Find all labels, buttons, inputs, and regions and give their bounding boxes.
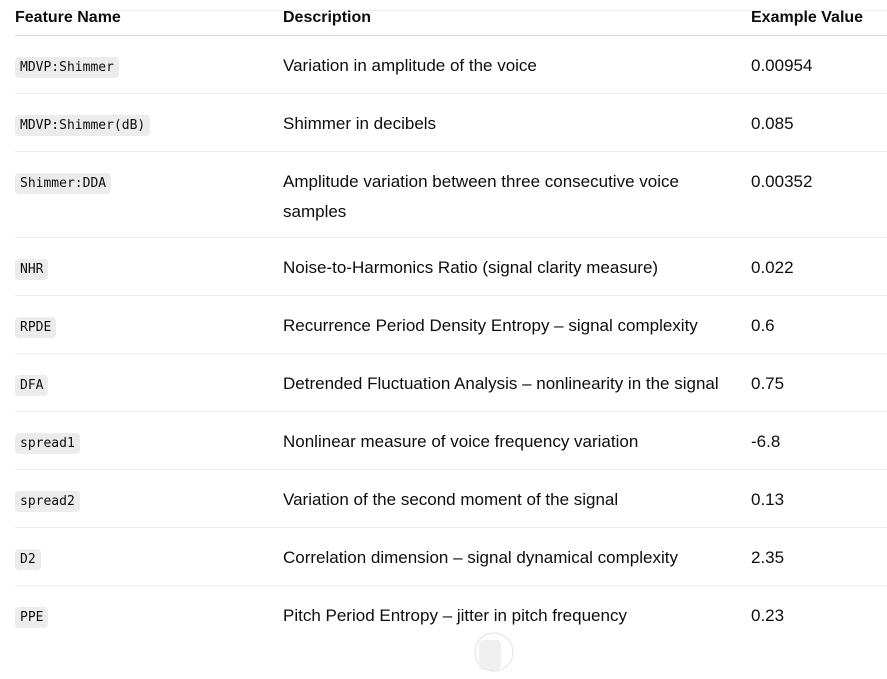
table-row: NHR Noise-to-Harmonics Ratio (signal cla… xyxy=(15,237,887,296)
description-cell: Nonlinear measure of voice frequency var… xyxy=(275,411,743,470)
feature-cell: NHR xyxy=(15,237,275,296)
feature-cell: Shimmer:DDA xyxy=(15,151,275,238)
table-row: D2 Correlation dimension – signal dynami… xyxy=(15,527,887,586)
table-row: spread2 Variation of the second moment o… xyxy=(15,469,887,528)
feature-cell: PPE xyxy=(15,586,275,644)
feature-code: RPDE xyxy=(15,317,57,338)
table-row: RPDE Recurrence Period Density Entropy –… xyxy=(15,295,887,354)
table-row: Shimmer:DDA Amplitude variation between … xyxy=(15,151,887,238)
feature-cell: spread1 xyxy=(15,411,275,470)
feature-code: spread1 xyxy=(15,433,80,454)
value-cell: -6.8 xyxy=(743,411,887,470)
feature-code: MDVP:Shimmer(dB) xyxy=(15,115,151,136)
scroll-down-icon[interactable] xyxy=(472,630,516,674)
feature-cell: D2 xyxy=(15,527,275,586)
feature-code: spread2 xyxy=(15,491,80,512)
value-cell: 0.00352 xyxy=(743,151,887,238)
feature-cell: spread2 xyxy=(15,469,275,528)
description-cell: Variation of the second moment of the si… xyxy=(275,469,743,528)
description-cell: Recurrence Period Density Entropy – sign… xyxy=(275,295,743,354)
value-cell: 0.23 xyxy=(751,606,785,625)
value-cell: 2.35 xyxy=(743,527,887,586)
feature-code: MDVP:Shimmer xyxy=(15,57,119,78)
description-cell: Pitch Period Entropy – jitter in pitch f… xyxy=(283,606,627,625)
header-description: Description xyxy=(275,0,743,36)
features-table: Feature Name Description Example Value M… xyxy=(15,0,887,643)
description-cell: Shimmer in decibels xyxy=(275,93,743,152)
description-cell: Amplitude variation between three consec… xyxy=(275,151,743,238)
description-cell: Noise-to-Harmonics Ratio (signal clarity… xyxy=(275,237,743,296)
table-header: Feature Name Description Example Value xyxy=(15,0,887,36)
description-cell: Variation in amplitude of the voice xyxy=(275,35,743,94)
table-row: DFA Detrended Fluctuation Analysis – non… xyxy=(15,353,887,412)
description-cell: Correlation dimension – signal dynamical… xyxy=(275,527,743,586)
value-cell: 0.00954 xyxy=(743,35,887,94)
value-cell: 0.6 xyxy=(743,295,887,354)
value-cell: 0.022 xyxy=(743,237,887,296)
header-feature-name: Feature Name xyxy=(15,0,275,36)
value-cell: 0.75 xyxy=(743,353,887,412)
value-cell: 0.085 xyxy=(743,93,887,152)
feature-cell: MDVP:Shimmer(dB) xyxy=(15,93,275,152)
table-row: spread1 Nonlinear measure of voice frequ… xyxy=(15,411,887,470)
feature-cell: DFA xyxy=(15,353,275,412)
feature-code: DFA xyxy=(15,375,49,396)
feature-code: PPE xyxy=(15,607,49,628)
value-cell: 0.13 xyxy=(743,469,887,528)
feature-code: D2 xyxy=(15,549,41,570)
header-example-value: Example Value xyxy=(743,0,887,36)
feature-code: NHR xyxy=(15,259,49,280)
feature-code: Shimmer:DDA xyxy=(15,173,112,194)
feature-cell: MDVP:Shimmer xyxy=(15,35,275,94)
header-row: Feature Name Description Example Value xyxy=(15,0,887,36)
table-row: MDVP:Shimmer(dB) Shimmer in decibels 0.0… xyxy=(15,93,887,152)
table-row: PPE Pitch Period Entropy – jitter in pit… xyxy=(15,586,887,644)
description-cell: Detrended Fluctuation Analysis – nonline… xyxy=(275,353,743,412)
table-body: MDVP:Shimmer Variation in amplitude of t… xyxy=(15,35,887,644)
feature-cell: RPDE xyxy=(15,295,275,354)
table-row: MDVP:Shimmer Variation in amplitude of t… xyxy=(15,35,887,94)
scroll-down-icon-graphic xyxy=(474,632,514,672)
